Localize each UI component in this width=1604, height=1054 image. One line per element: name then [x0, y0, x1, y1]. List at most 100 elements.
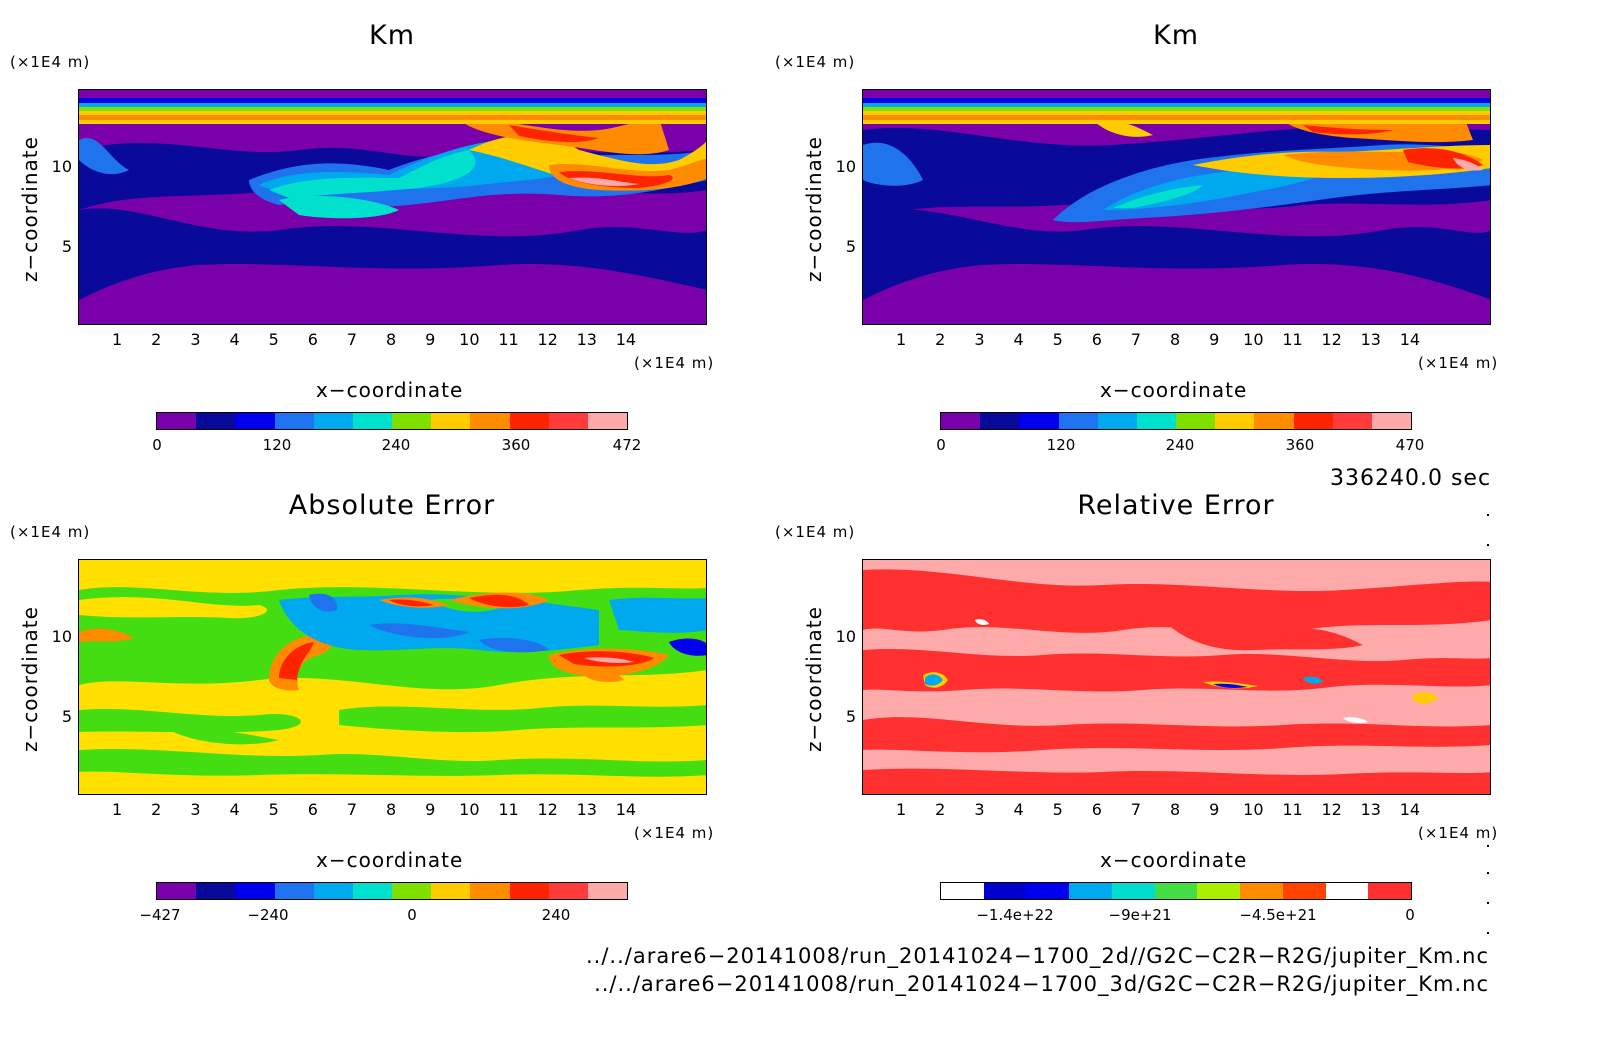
panel2-cb-label-0: 0 [936, 436, 946, 454]
panel4-x-label: x−coordinate [1100, 848, 1248, 872]
colorbar-segment [1069, 883, 1112, 899]
colorbar-segment [1371, 413, 1412, 429]
x-tick-label: 5 [268, 330, 279, 349]
x-tick-label: 11 [498, 800, 519, 819]
colorbar-segment [431, 883, 471, 899]
panel4-colorbar [940, 882, 1412, 900]
x-tick-label: 11 [1282, 330, 1303, 349]
edge-dot [1487, 544, 1489, 546]
x-tick-label: 10 [459, 800, 480, 819]
edge-dot [1487, 932, 1489, 934]
colorbar-segment [983, 883, 1027, 899]
panel1-colorbar [156, 412, 628, 430]
panel4-cb-label-0: −1.4e+22 [976, 906, 1054, 924]
panel2-ytick-10: 10 [835, 157, 856, 176]
edge-dot [1487, 872, 1489, 874]
panel4-ytick-5: 5 [845, 707, 856, 726]
colorbar-segment [392, 413, 432, 429]
colorbar-segment [1240, 883, 1283, 899]
colorbar-segment [509, 413, 549, 429]
panel1-y-label: z−coordinate [18, 136, 42, 282]
x-tick-label: 14 [615, 330, 637, 349]
x-tick-label: 9 [425, 330, 436, 349]
panel2-plot-area [862, 89, 1491, 325]
edge-dot [1487, 514, 1489, 516]
colorbar-segment [235, 413, 275, 429]
time-label: 336240.0 sec [1330, 466, 1492, 491]
x-tick-label: 6 [1091, 330, 1102, 349]
x-tick-label: 8 [385, 330, 397, 349]
panel3-colorbar [156, 882, 628, 900]
colorbar-segment [1058, 413, 1098, 429]
panel3-cb-label-3: 240 [541, 906, 571, 924]
panel4-plot-area [862, 559, 1491, 795]
panel2-cb-label-1: 120 [1046, 436, 1076, 454]
colorbar-segment [980, 413, 1020, 429]
panel3-cb-label-0: −427 [139, 906, 181, 924]
panel3-title: Absolute Error [288, 490, 496, 521]
panel4-cb-label-1: −9e+21 [1108, 906, 1172, 924]
colorbar-segment [1325, 883, 1369, 899]
panel2-heatmap [863, 90, 1490, 324]
panel3-x-label: x−coordinate [316, 848, 464, 872]
colorbar-segment [196, 883, 236, 899]
panel3-ytick-10: 10 [51, 627, 72, 646]
colorbar-segment [470, 413, 510, 429]
panel4-cb-label-2: −4.5e+21 [1239, 906, 1317, 924]
colorbar-segment [587, 883, 628, 899]
x-tick-label: 3 [974, 330, 985, 349]
panel2-ytick-5: 5 [845, 237, 856, 256]
x-tick-label: 12 [1321, 330, 1342, 349]
panel3-heatmap [79, 560, 706, 794]
panel1-ytick-5: 5 [61, 237, 72, 256]
colorbar-segment [313, 413, 353, 429]
panel2-y-scale: (×1E4 m) [775, 53, 856, 71]
panel4-x-scale: (×1E4 m) [1418, 824, 1499, 842]
colorbar-segment [470, 883, 510, 899]
panel1-x-label: x−coordinate [316, 378, 464, 402]
panel4-y-label: z−coordinate [802, 606, 826, 752]
panel3-y-label: z−coordinate [18, 606, 42, 752]
panel3-y-scale: (×1E4 m) [10, 523, 91, 541]
x-tick-label: 4 [229, 330, 240, 349]
x-tick-label: 7 [346, 800, 358, 819]
x-tick-label: 10 [1243, 330, 1264, 349]
x-tick-label: 1 [896, 800, 907, 819]
panel3-cb-label-2: 0 [407, 906, 417, 924]
panel1-plot-area [78, 89, 707, 325]
x-tick-label: 2 [151, 330, 162, 349]
x-tick-label: 13 [1360, 800, 1381, 819]
x-tick-label: 12 [1321, 800, 1342, 819]
panel3-cb-label-1: −240 [247, 906, 289, 924]
x-tick-label: 3 [190, 330, 201, 349]
x-tick-label: 9 [1209, 330, 1220, 349]
file-path-2: ../../arare6−20141008/run_20141024−1700_… [594, 972, 1489, 996]
colorbar-segment [1254, 413, 1294, 429]
edge-dot [1487, 845, 1489, 847]
panel4-ytick-10: 10 [835, 627, 856, 646]
panel3-ytick-5: 5 [61, 707, 72, 726]
x-tick-label: 6 [307, 330, 318, 349]
panel4-y-scale: (×1E4 m) [775, 523, 856, 541]
panel3-plot-area [78, 559, 707, 795]
x-tick-label: 13 [576, 800, 597, 819]
panel2-title: Km [1152, 20, 1200, 51]
x-tick-label: 2 [935, 800, 946, 819]
colorbar-segment [157, 413, 197, 429]
file-path-1: ../../arare6−20141008/run_20141024−1700_… [585, 944, 1489, 968]
colorbar-segment [1293, 413, 1333, 429]
x-tick-label: 2 [935, 330, 946, 349]
x-tick-label: 13 [1360, 330, 1381, 349]
colorbar-segment [1332, 413, 1372, 429]
x-tick-label: 6 [307, 800, 318, 819]
x-tick-label: 3 [974, 800, 985, 819]
panel2-x-label: x−coordinate [1100, 378, 1248, 402]
x-tick-label: 3 [190, 800, 201, 819]
x-tick-label: 8 [385, 800, 397, 819]
panel3-x-scale: (×1E4 m) [634, 824, 715, 842]
panel2-cb-label-2: 240 [1165, 436, 1195, 454]
x-tick-label: 7 [1130, 330, 1142, 349]
colorbar-segment [313, 883, 353, 899]
panel4-heatmap [863, 560, 1490, 794]
panel1-cb-label-1: 120 [262, 436, 292, 454]
